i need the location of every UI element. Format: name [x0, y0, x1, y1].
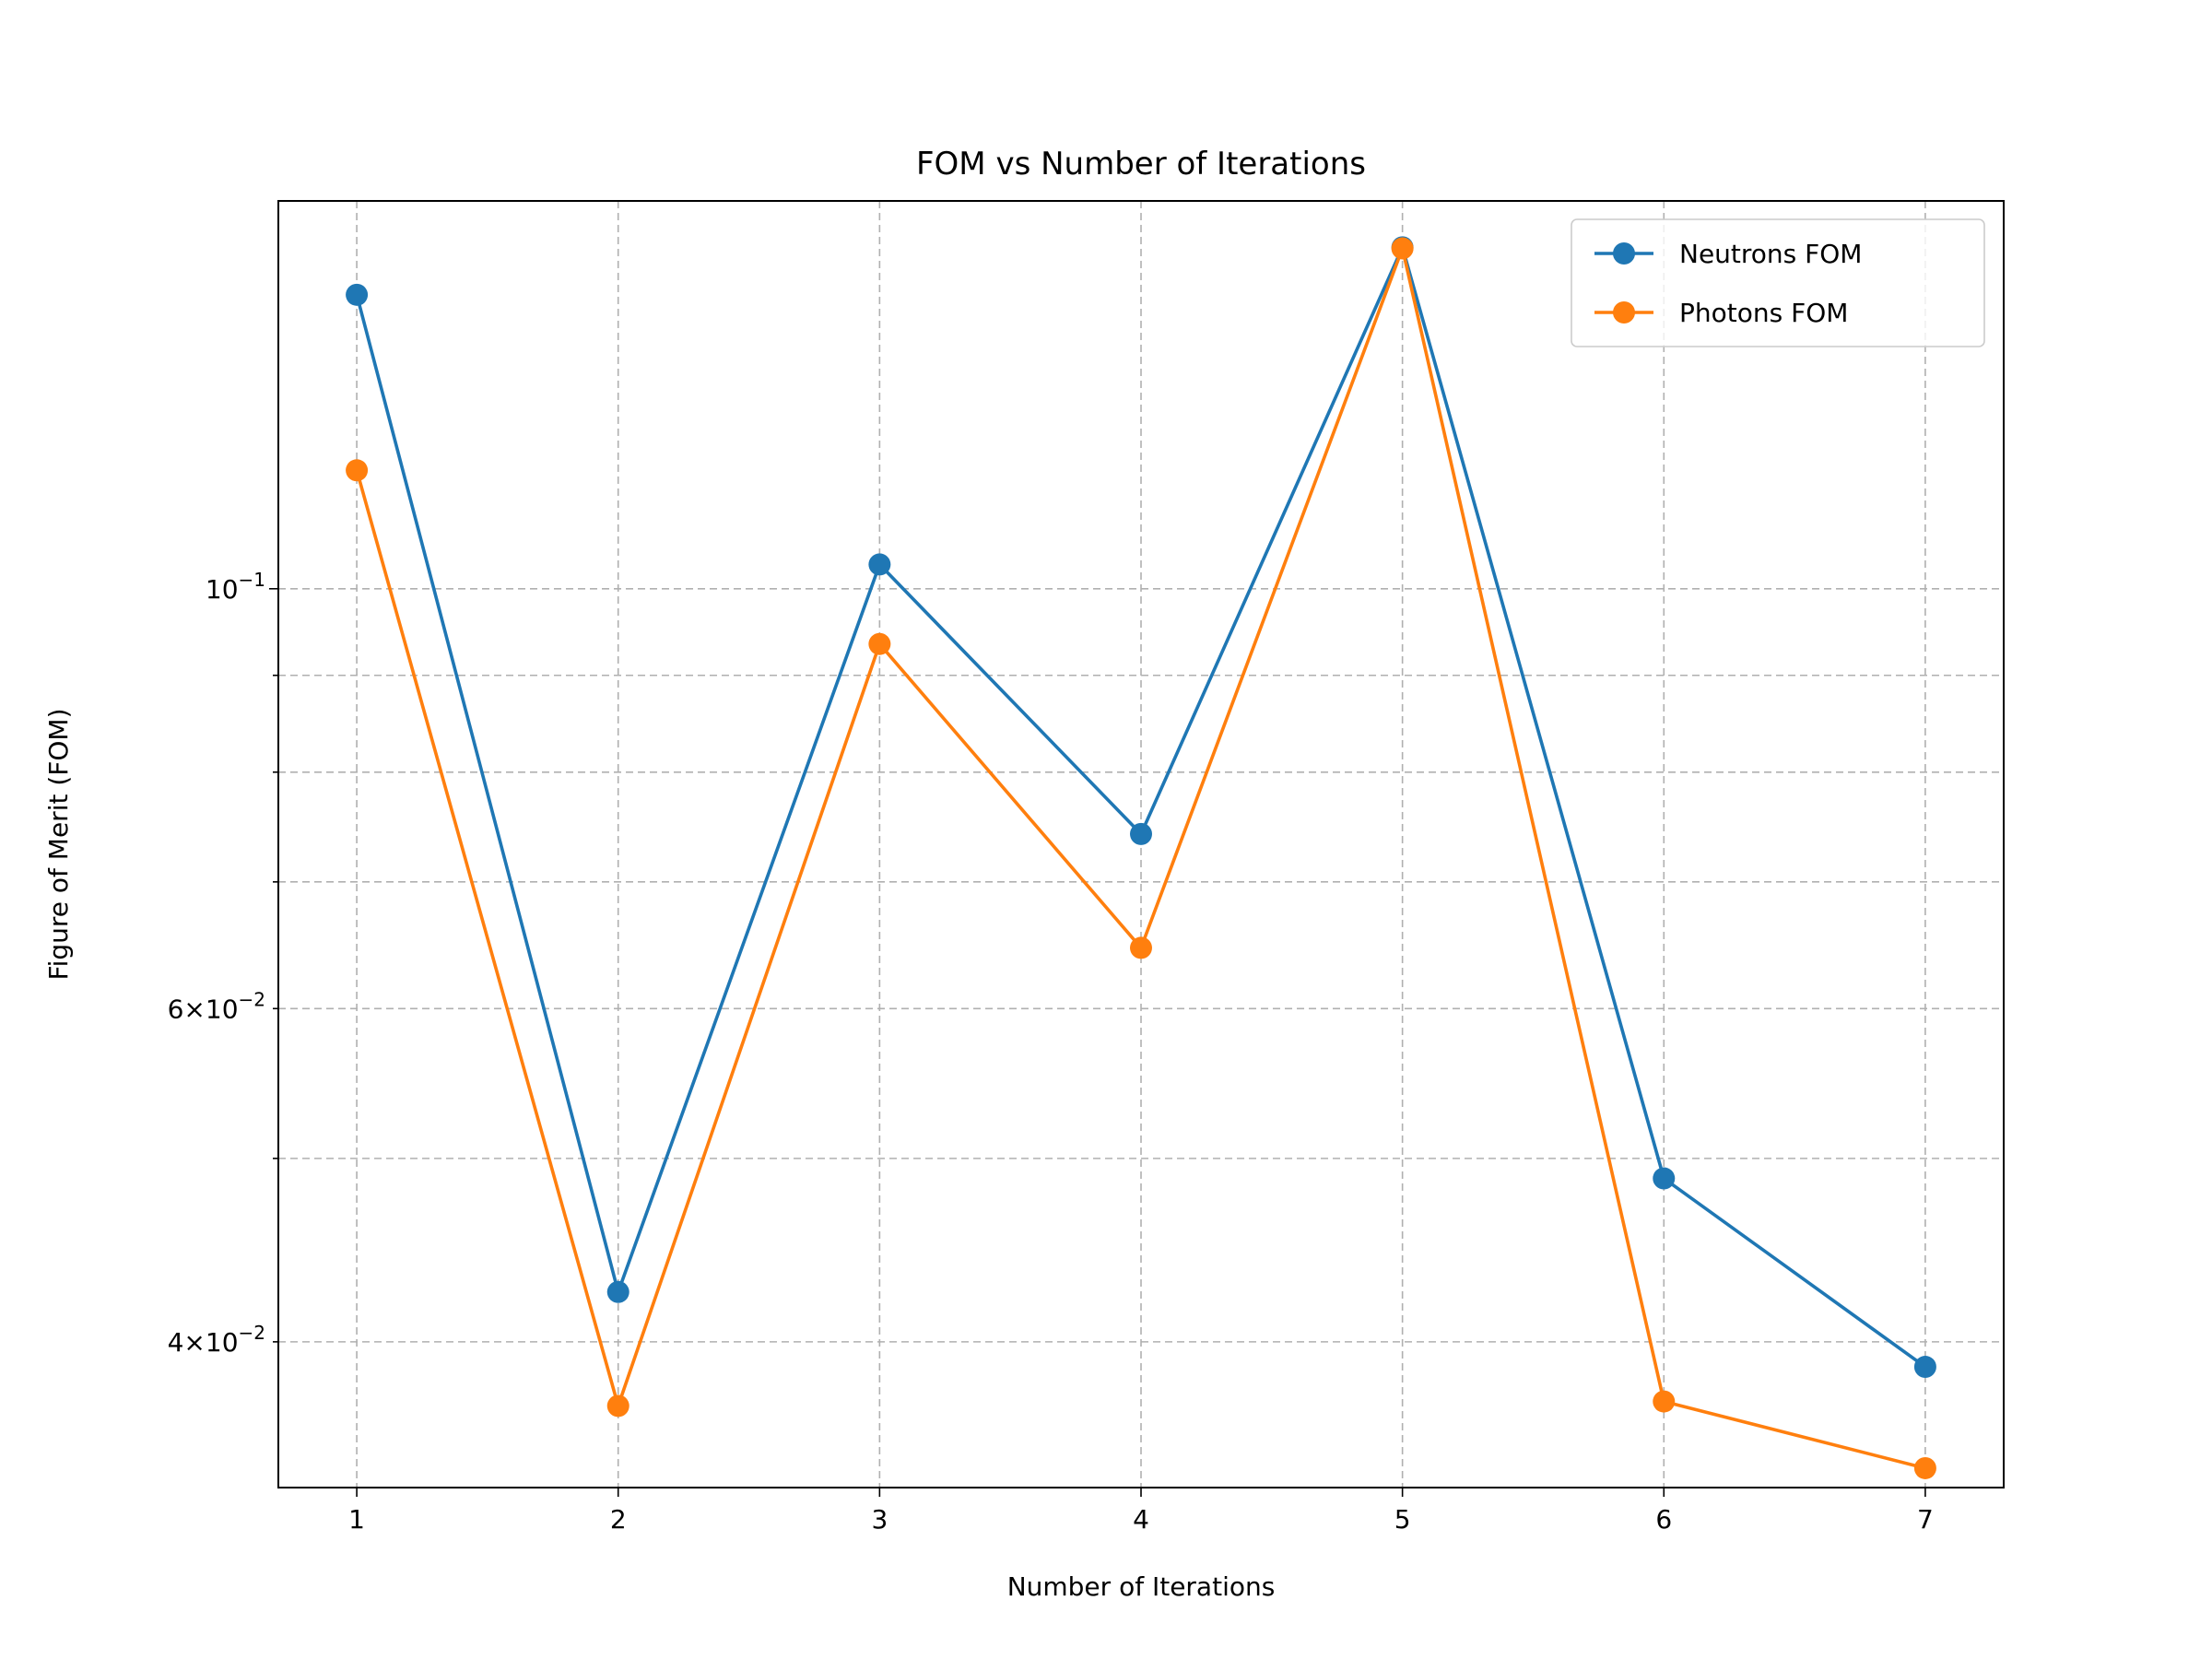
x-tick-label: 7	[1917, 1504, 1934, 1535]
data-point	[346, 459, 369, 482]
y-tick-label: 10−1	[206, 569, 265, 605]
y-tick-label: 6×10−2	[168, 988, 265, 1024]
data-point	[1391, 237, 1414, 260]
legend: Neutrons FOM Photons FOM	[1571, 218, 1985, 347]
x-tick-label: 6	[1655, 1504, 1672, 1535]
legend-entry: Photons FOM	[1594, 298, 1848, 328]
data-point	[346, 283, 369, 306]
legend-marker	[1613, 242, 1635, 265]
x-tick-label: 4	[1133, 1504, 1149, 1535]
legend-label: Photons FOM	[1679, 298, 1848, 328]
axis-ticks: 1 2 3 4 5 6 7 10−1 4×10−2 6×10−2	[168, 569, 1934, 1535]
data-point	[1653, 1167, 1676, 1190]
data-point	[868, 553, 891, 576]
data-point	[868, 632, 891, 655]
data-point	[606, 1280, 629, 1303]
legend-box	[1571, 218, 1985, 347]
legend-entry: Neutrons FOM	[1594, 239, 1862, 269]
x-tick-label: 1	[348, 1504, 365, 1535]
data-point	[1130, 822, 1152, 845]
legend-label: Neutrons FOM	[1679, 239, 1862, 269]
data-point	[1913, 1356, 1936, 1379]
x-axis-label: Number of Iterations	[1007, 1571, 1276, 1602]
data-point	[606, 1394, 629, 1418]
y-axis-label: Figure of Merit (FOM)	[43, 709, 74, 981]
data-point	[1130, 936, 1152, 959]
y-tick-label: 4×10−2	[168, 1322, 265, 1358]
chart-title: FOM vs Number of Iterations	[916, 146, 1366, 182]
grid-lines	[278, 201, 2004, 1488]
legend-marker	[1613, 301, 1635, 324]
x-tick-label: 2	[610, 1504, 627, 1535]
series-1	[346, 237, 1936, 1479]
x-tick-label: 3	[871, 1504, 888, 1535]
series-layer	[346, 236, 1936, 1479]
x-tick-label: 5	[1394, 1504, 1411, 1535]
data-point	[1913, 1456, 1936, 1479]
data-point	[1653, 1390, 1676, 1413]
